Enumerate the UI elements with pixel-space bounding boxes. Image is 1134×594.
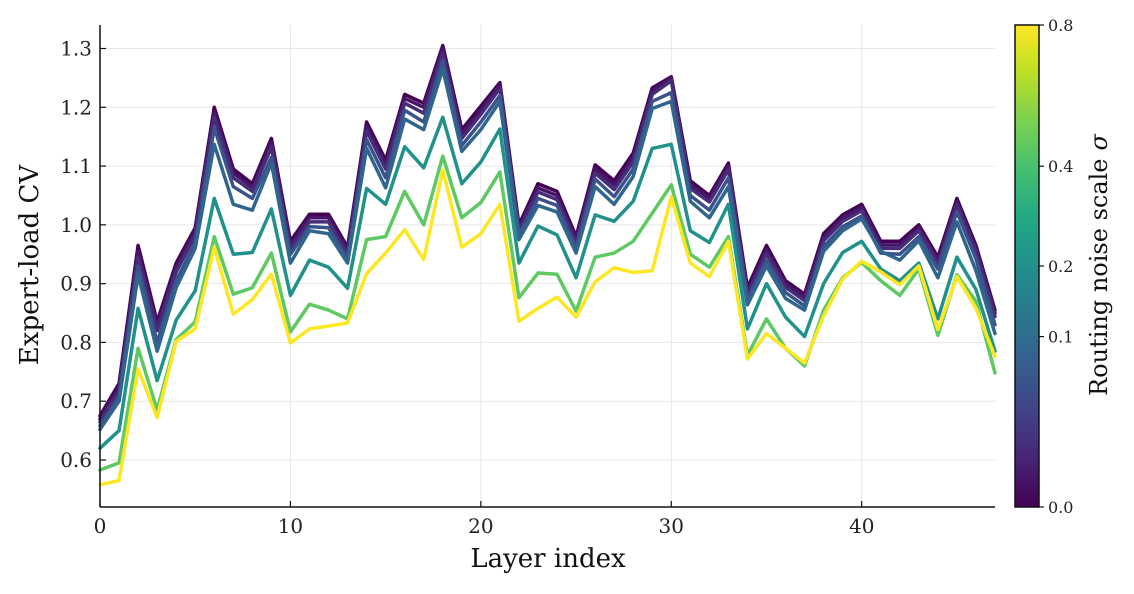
y-tick-label: 0.8 <box>60 330 92 354</box>
series-line-1 <box>98 46 997 421</box>
y-tick-label: 1.0 <box>60 213 92 237</box>
y-tick-label: 0.9 <box>60 272 92 296</box>
series-line-5 <box>98 115 997 450</box>
plot-area <box>98 43 997 487</box>
colorbar-tick-label: 0.2 <box>1048 257 1073 276</box>
grid <box>99 25 995 507</box>
x-tick-label: 0 <box>94 514 107 538</box>
colorbar-tick-label: 0.8 <box>1048 16 1073 35</box>
colorbar-tick-label: 0.1 <box>1048 328 1073 347</box>
x-axis-label: Layer index <box>470 544 626 574</box>
y-axis-label: Expert-load CV <box>15 164 45 366</box>
colorbar-label: Routing noise scale σ <box>1085 133 1113 395</box>
series-line-4 <box>98 67 997 432</box>
x-tick-label: 20 <box>468 514 493 538</box>
colorbar-sigma-symbol: σ <box>1085 133 1113 150</box>
series-line-0 <box>98 43 997 418</box>
x-tick-label: 40 <box>849 514 874 538</box>
series-line-3 <box>98 58 997 428</box>
colorbar: 0.0 0.1 0.2 0.4 0.8 Routing noise scale σ <box>1014 16 1113 517</box>
colorbar-ticks: 0.0 0.1 0.2 0.4 0.8 <box>1039 16 1073 517</box>
series-line-7 <box>98 168 997 487</box>
y-tick-label: 1.2 <box>60 95 92 119</box>
series-line-2 <box>98 51 997 424</box>
colorbar-label-text: Routing noise scale <box>1085 158 1113 395</box>
colorbar-tick-label: 0.4 <box>1048 157 1073 176</box>
y-tick-label: 0.6 <box>60 448 92 472</box>
y-tick-label: 1.1 <box>60 154 92 178</box>
y-tick-label: 1.3 <box>60 37 92 61</box>
x-tick-label: 30 <box>659 514 684 538</box>
axes: 0 10 20 30 40 0.6 0.7 0.8 0.9 1.0 1.1 1.2 1.3 <box>60 25 995 538</box>
colorbar-gradient <box>1014 24 1040 508</box>
y-tick-label: 0.7 <box>60 389 92 413</box>
x-tick-label: 10 <box>278 514 303 538</box>
colorbar-tick-label: 0.0 <box>1048 498 1073 517</box>
